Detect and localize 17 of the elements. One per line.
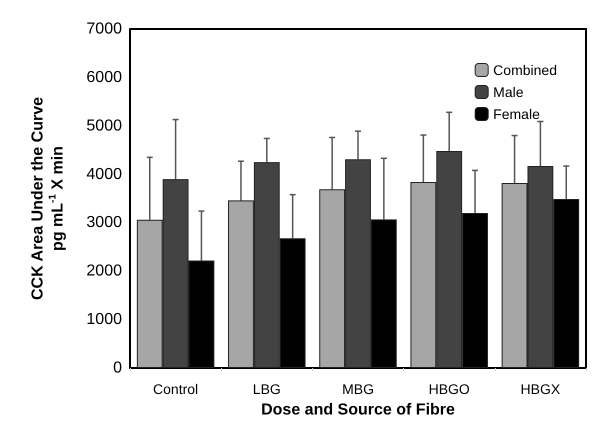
y-tick-label: 5000 <box>86 117 122 134</box>
legend-label: Female <box>493 106 540 122</box>
y-tick-label: 3000 <box>86 214 122 232</box>
x-axis-title: Dose and Source of Fibre <box>261 402 456 418</box>
y-tick-label: 0 <box>113 360 122 376</box>
y-tick-label: 2000 <box>86 262 122 280</box>
legend-label: Combined <box>493 62 558 78</box>
y-tick-label: 6000 <box>86 68 122 86</box>
x-tick-label: MBG <box>342 381 374 397</box>
legend-label: Male <box>493 84 524 100</box>
x-tick-label: Control <box>153 381 198 397</box>
y-tick-label: 4000 <box>86 166 122 183</box>
x-tick-label: HBGO <box>428 381 470 397</box>
y-tick-label: 1000 <box>86 311 122 328</box>
x-tick-label: LBG <box>252 381 281 397</box>
x-tick-label: HBGX <box>520 381 561 397</box>
y-tick-label: 7000 <box>86 20 122 38</box>
